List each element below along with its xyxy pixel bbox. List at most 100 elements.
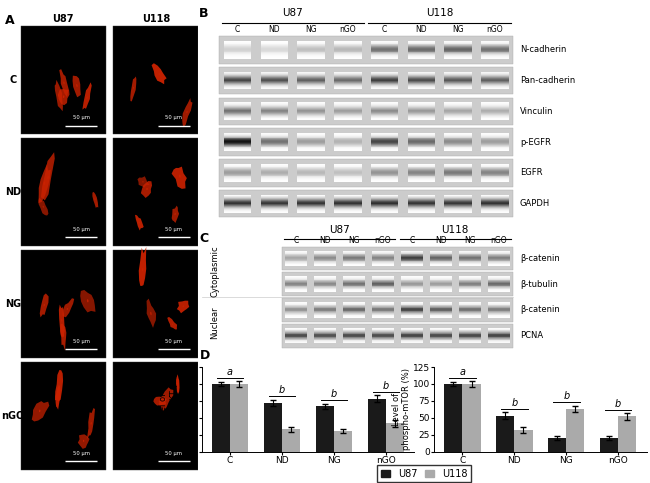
- Bar: [371, 210, 398, 211]
- Bar: [334, 136, 361, 137]
- Bar: [481, 85, 508, 86]
- Bar: [481, 52, 508, 53]
- Bar: [224, 48, 252, 49]
- Bar: [343, 303, 365, 304]
- Bar: [459, 282, 480, 283]
- Bar: [401, 276, 423, 277]
- Bar: [481, 177, 508, 178]
- Bar: [261, 135, 288, 136]
- Text: NG: NG: [452, 25, 464, 34]
- Bar: [282, 429, 300, 452]
- Bar: [371, 116, 398, 117]
- Bar: [285, 265, 307, 266]
- Bar: [297, 115, 325, 116]
- Bar: [297, 112, 325, 113]
- Bar: [401, 265, 423, 266]
- Bar: [430, 332, 452, 333]
- Bar: [334, 176, 361, 177]
- Text: B: B: [200, 7, 209, 20]
- Bar: [371, 71, 398, 72]
- Bar: [371, 209, 398, 210]
- Bar: [372, 258, 394, 259]
- Bar: [224, 115, 252, 116]
- Bar: [224, 212, 252, 213]
- Bar: [297, 52, 325, 53]
- FancyBboxPatch shape: [281, 298, 514, 322]
- Bar: [314, 306, 336, 307]
- Bar: [481, 105, 508, 106]
- Bar: [371, 41, 398, 42]
- Bar: [297, 136, 325, 137]
- Bar: [314, 276, 336, 277]
- Bar: [445, 43, 472, 44]
- Bar: [261, 141, 288, 142]
- Bar: [481, 180, 508, 181]
- Bar: [401, 337, 423, 338]
- Bar: [297, 181, 325, 182]
- Text: b: b: [279, 385, 285, 395]
- Bar: [343, 328, 365, 329]
- Bar: [371, 133, 398, 134]
- Bar: [488, 255, 510, 256]
- Bar: [371, 203, 398, 204]
- Bar: [566, 409, 584, 452]
- Bar: [343, 316, 365, 317]
- Bar: [371, 136, 398, 137]
- Bar: [408, 53, 435, 54]
- FancyBboxPatch shape: [281, 324, 514, 348]
- Bar: [459, 302, 480, 303]
- Text: nGO: nGO: [374, 236, 391, 245]
- Bar: [408, 140, 435, 141]
- Bar: [343, 264, 365, 265]
- Bar: [224, 195, 252, 196]
- Bar: [297, 111, 325, 112]
- Bar: [371, 148, 398, 149]
- Bar: [224, 80, 252, 81]
- Bar: [285, 328, 307, 329]
- Bar: [408, 112, 435, 113]
- Bar: [224, 57, 252, 58]
- Bar: [285, 252, 307, 253]
- Bar: [488, 304, 510, 305]
- Bar: [297, 210, 325, 211]
- Bar: [481, 173, 508, 174]
- Bar: [459, 314, 480, 315]
- Bar: [224, 169, 252, 170]
- Bar: [445, 73, 472, 74]
- Bar: [261, 208, 288, 209]
- Bar: [285, 338, 307, 339]
- Bar: [445, 103, 472, 104]
- Bar: [371, 110, 398, 111]
- Bar: [371, 85, 398, 86]
- Bar: [285, 282, 307, 283]
- Bar: [371, 107, 398, 108]
- Bar: [343, 310, 365, 311]
- Bar: [371, 43, 398, 44]
- Bar: [371, 84, 398, 85]
- Bar: [488, 282, 510, 283]
- Bar: [445, 77, 472, 78]
- Bar: [430, 288, 452, 289]
- Bar: [430, 289, 452, 290]
- Bar: [445, 54, 472, 55]
- Bar: [224, 52, 252, 53]
- Bar: [430, 311, 452, 312]
- Bar: [314, 308, 336, 309]
- Bar: [481, 206, 508, 207]
- Bar: [334, 51, 361, 52]
- Bar: [371, 109, 398, 110]
- Bar: [401, 264, 423, 265]
- Bar: [297, 114, 325, 115]
- Bar: [481, 212, 508, 213]
- Bar: [408, 174, 435, 175]
- Bar: [401, 251, 423, 252]
- Bar: [430, 255, 452, 256]
- FancyBboxPatch shape: [219, 67, 514, 94]
- Bar: [408, 134, 435, 135]
- Bar: [334, 209, 361, 210]
- Bar: [430, 279, 452, 280]
- Bar: [343, 265, 365, 266]
- Bar: [459, 252, 480, 253]
- Bar: [408, 55, 435, 56]
- Bar: [408, 196, 435, 197]
